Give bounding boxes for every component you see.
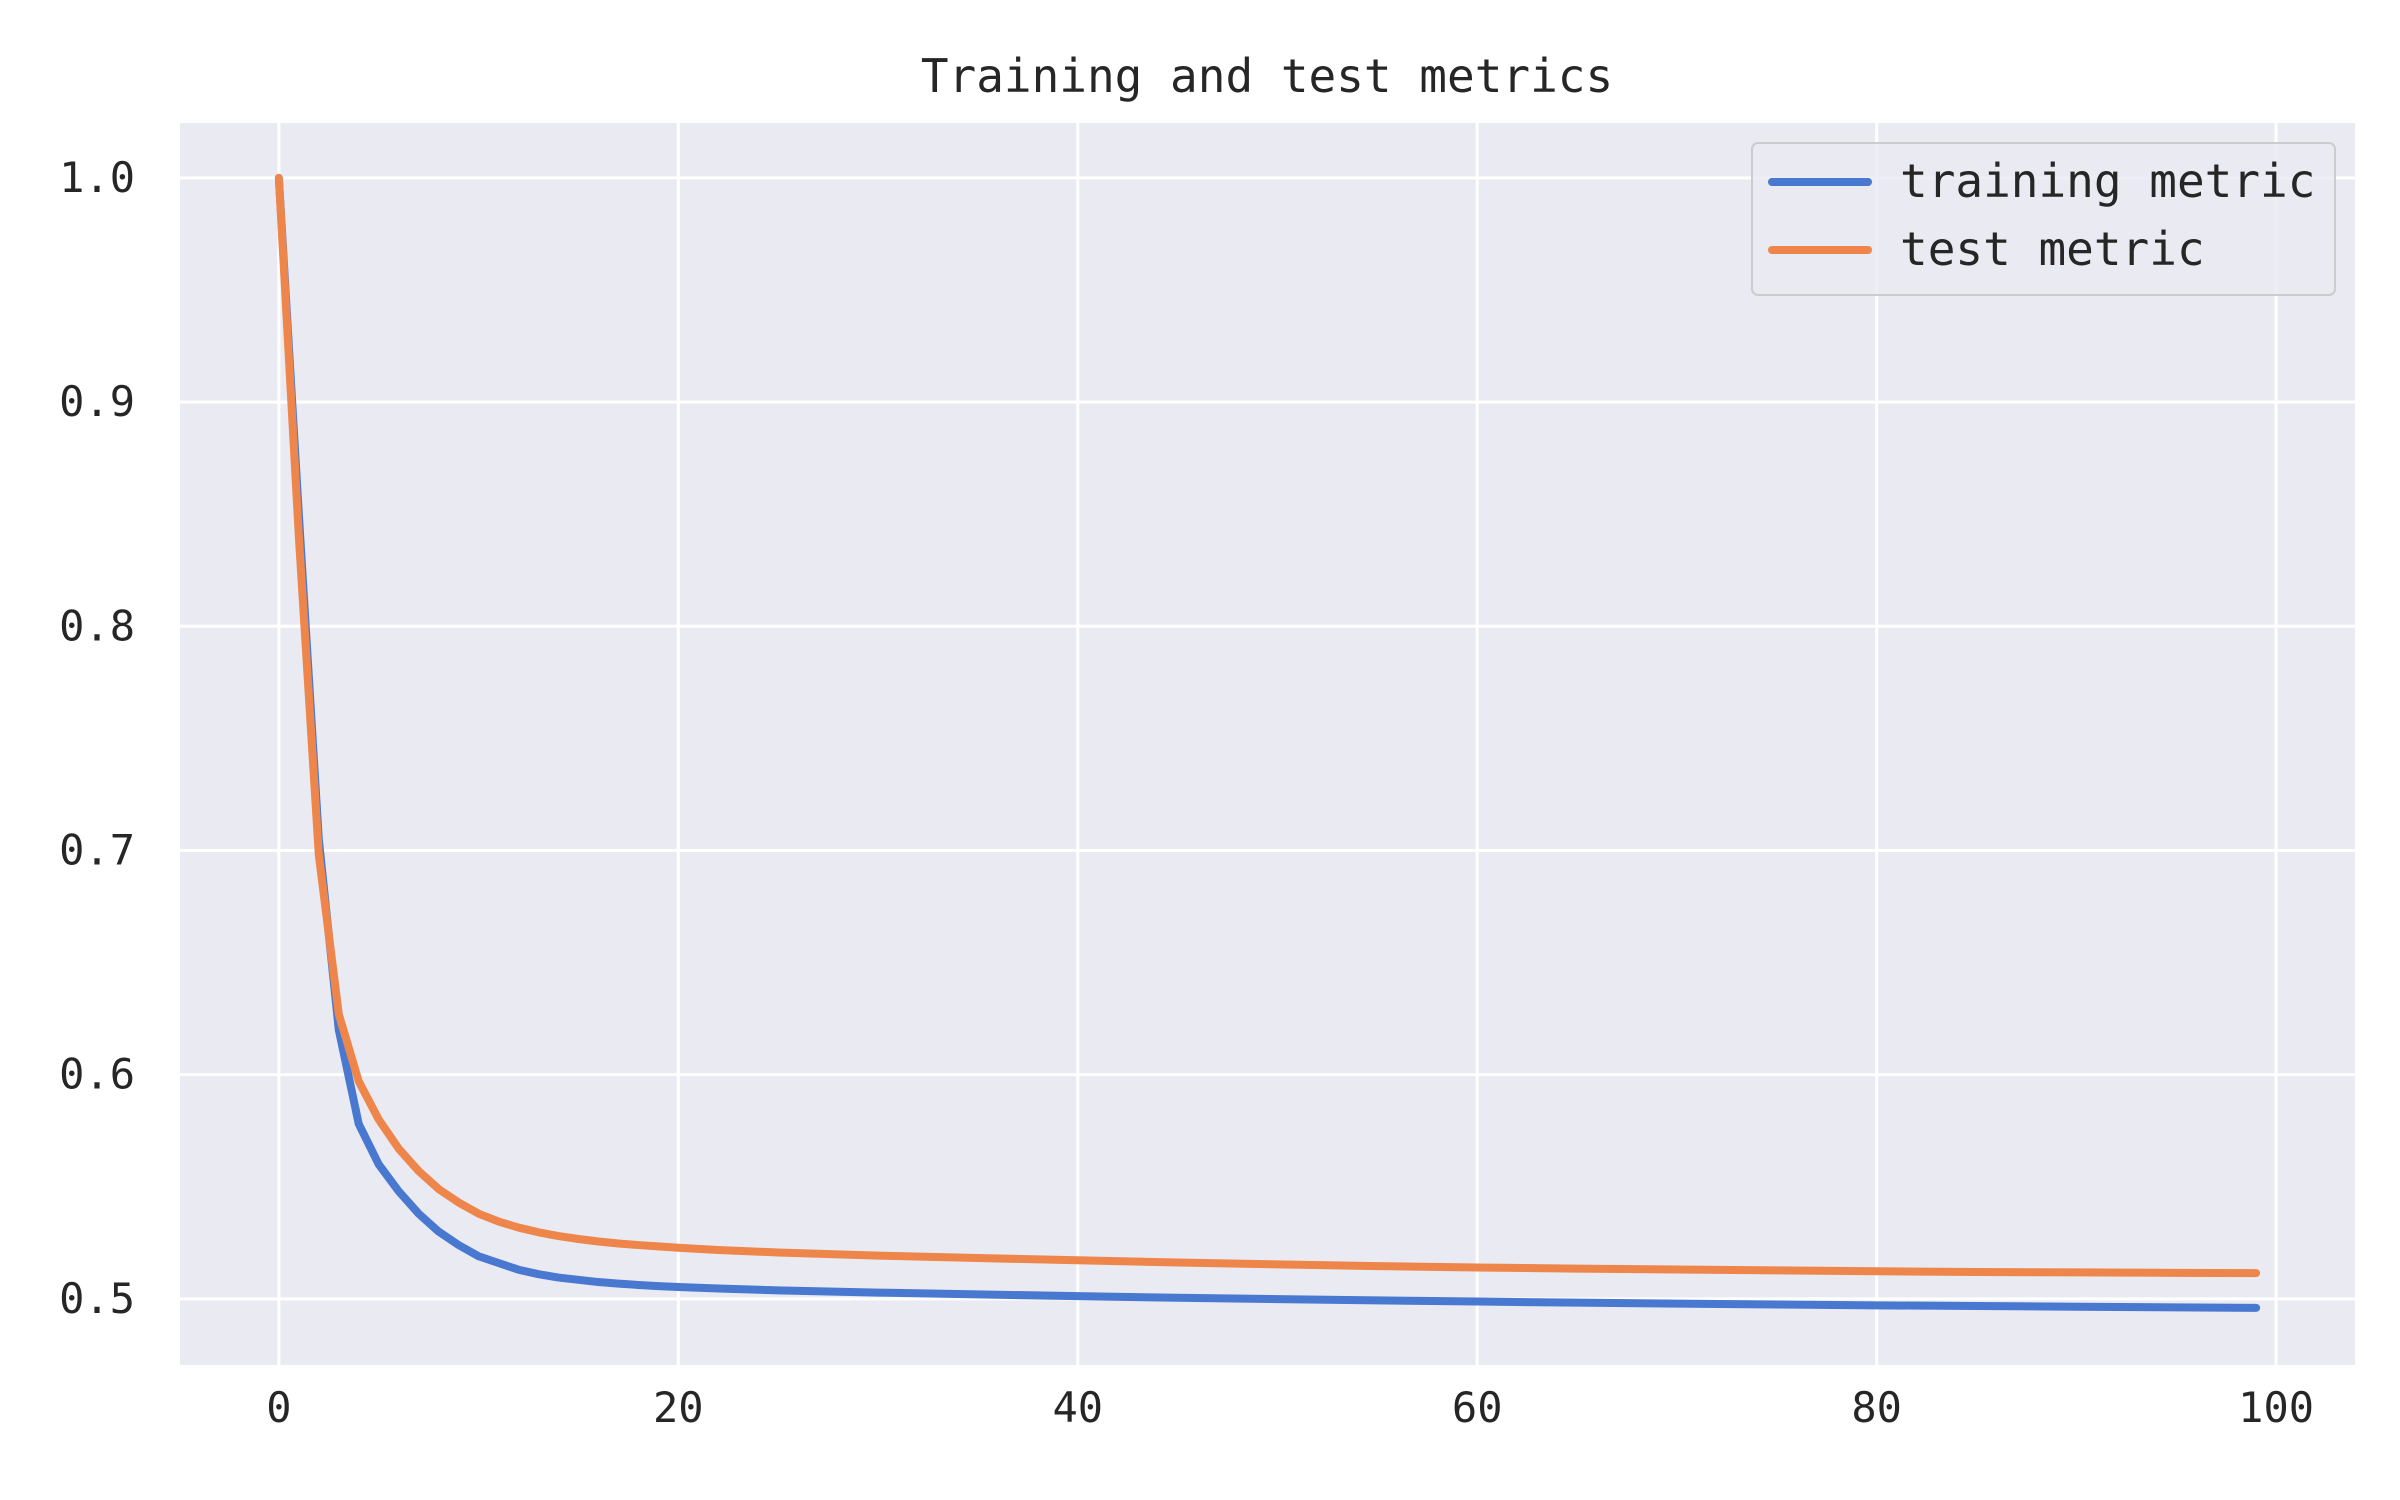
- legend-label-test: test metric: [1900, 222, 2205, 276]
- training-metric-line: [274, 173, 2261, 1312]
- x-tick-label: 80: [1851, 1383, 1902, 1432]
- grid-lines: [180, 123, 2355, 1365]
- y-tick-label: 0.8: [59, 601, 135, 650]
- x-tick-label: 100: [2238, 1383, 2314, 1432]
- test-metric-line: [274, 173, 2261, 1278]
- series-lines: [274, 173, 2261, 1312]
- y-tick-label: 0.5: [59, 1274, 135, 1323]
- x-axis-ticks: 0 20 40 60 80 100: [266, 1383, 2314, 1432]
- legend-label-training: training metric: [1900, 154, 2315, 208]
- x-tick-label: 0: [266, 1383, 291, 1432]
- x-tick-label: 40: [1052, 1383, 1103, 1432]
- y-tick-label: 0.9: [59, 377, 135, 426]
- legend-box: [1751, 142, 2336, 296]
- chart-title: Training and test metrics: [921, 49, 1613, 103]
- plot-area: [180, 123, 2355, 1365]
- y-tick-label: 0.7: [59, 825, 135, 874]
- y-tick-label: 1.0: [59, 153, 135, 202]
- x-tick-label: 60: [1452, 1383, 1503, 1432]
- x-tick-label: 20: [653, 1383, 704, 1432]
- y-axis-ticks: 0.5 0.6 0.7 0.8 0.9 1.0: [59, 153, 135, 1323]
- legend: training metric test metric: [1751, 142, 2336, 296]
- y-tick-label: 0.6: [59, 1050, 135, 1099]
